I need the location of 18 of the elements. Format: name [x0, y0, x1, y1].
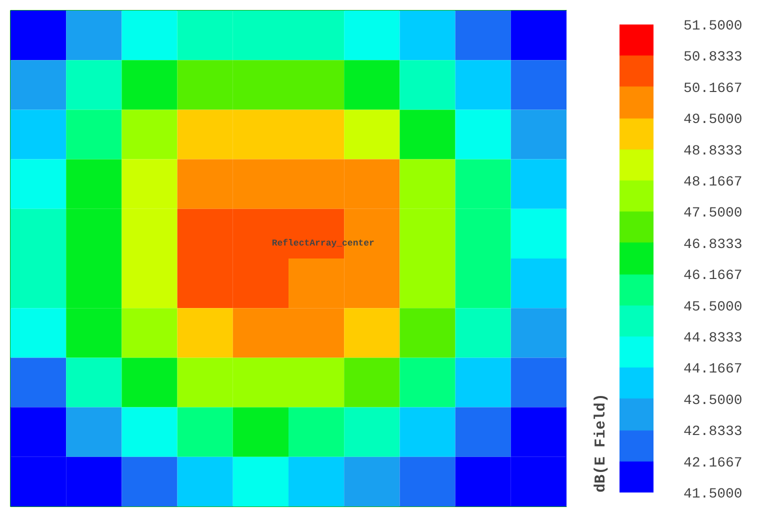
color-bar-label: 46.8333: [684, 236, 742, 253]
color-bar-label: 47.5000: [684, 206, 742, 222]
color-bar-label: 48.8333: [684, 143, 742, 160]
color-bar-label: 50.8333: [684, 50, 742, 66]
color-bar-label: 45.5000: [684, 299, 742, 316]
annotation: ReflectArray_center: [272, 238, 374, 249]
color-bar-label: 50.1667: [684, 80, 742, 97]
color-bar-label: 44.8333: [684, 330, 742, 346]
color-bar-label: 42.1667: [684, 455, 742, 472]
color-bar-label: 48.1667: [684, 174, 742, 190]
color-bar-label: 46.1667: [684, 268, 742, 284]
color-bar-label: 43.5000: [684, 392, 742, 409]
color-bar-label: 49.5000: [684, 112, 742, 128]
color-bar-label: 42.8333: [684, 424, 742, 440]
color-bar-title: dB(E Field): [592, 393, 610, 492]
color-bar-label: 41.5000: [684, 486, 742, 502]
color-bar-label: 44.1667: [684, 362, 742, 378]
color-bar-label: 51.5000: [684, 18, 742, 34]
